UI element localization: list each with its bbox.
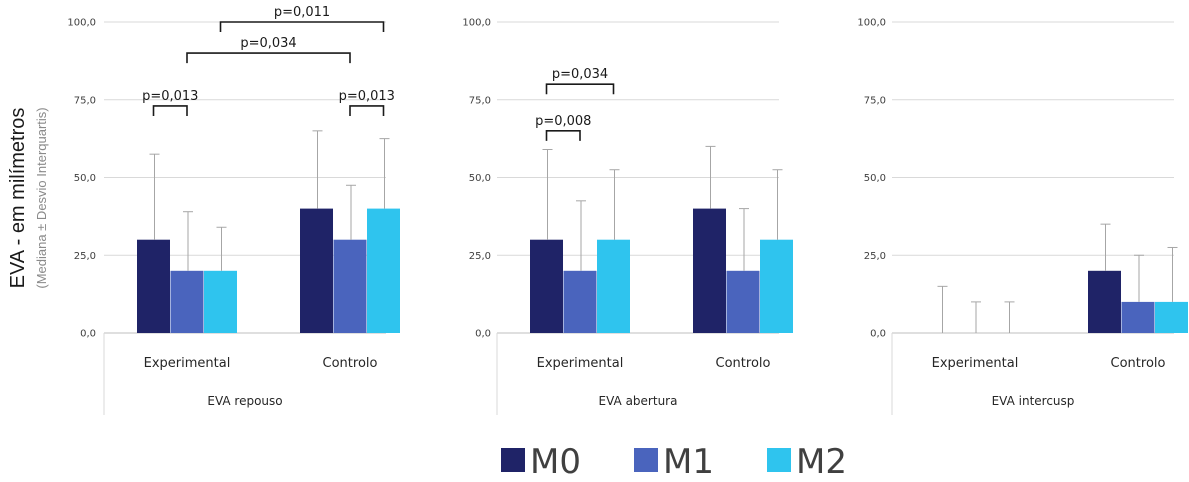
legend-item: M2 [767, 442, 847, 482]
bar [726, 270, 760, 333]
panel-title: EVA abertura [599, 394, 678, 408]
x-tick-label: Experimental [537, 356, 624, 371]
bar [170, 270, 204, 333]
significance-bracket [152, 105, 188, 116]
p-value-label: p=0,011 [274, 5, 330, 20]
bar [693, 208, 726, 333]
bar [597, 239, 630, 333]
chart-panel: 0,0 25,0 50,0 75,0 100,0 Experimental Controlo… [67, 5, 400, 415]
p-value-label: p=0,008 [535, 114, 591, 129]
y-tick-label: 50,0 [864, 173, 886, 184]
bar [333, 239, 367, 333]
legend-swatch [634, 448, 658, 472]
legend-item: M1 [634, 442, 714, 482]
y-tick-label: 25,0 [864, 251, 886, 262]
legend-swatch [767, 448, 791, 472]
y-tick-label: 75,0 [74, 95, 96, 106]
bar [1155, 301, 1188, 333]
y-tick-label: 50,0 [469, 173, 491, 184]
chart-panel: 0,0 25,0 50,0 75,0 100,0 Experimental Controlo… [462, 18, 793, 415]
legend-item: M0 [501, 442, 581, 482]
legend-label: M0 [530, 442, 581, 482]
y-tick-label: 100,0 [462, 18, 491, 29]
y-axis-sublabel: (Mediana ± Desvio Interquartis) [34, 107, 49, 288]
y-tick-label: 100,0 [857, 18, 886, 29]
y-tick-label: 100,0 [67, 18, 96, 29]
legend-label: M1 [663, 442, 714, 482]
y-tick-label: 75,0 [864, 95, 886, 106]
x-tick-label: Controlo [1111, 356, 1166, 371]
chart-panel: 0,0 25,0 50,0 75,0 100,0 Experimental Controlo… [857, 18, 1188, 415]
y-tick-label: 75,0 [469, 95, 491, 106]
x-tick-label: Controlo [323, 356, 378, 371]
bar [1088, 270, 1121, 333]
significance-bracket [545, 83, 615, 95]
bar [1121, 301, 1155, 333]
chart-panels: 0,0 25,0 50,0 75,0 100,0 Experimental Controlo… [67, 5, 1188, 415]
legend-label: M2 [796, 442, 847, 482]
p-value-label: p=0,034 [240, 36, 296, 51]
significance-bracket [219, 21, 385, 32]
y-tick-label: 0,0 [80, 329, 96, 340]
bar [137, 239, 170, 333]
bar [300, 208, 333, 333]
panel-title: EVA repouso [207, 394, 282, 408]
y-tick-label: 0,0 [475, 329, 491, 340]
bar [367, 208, 400, 333]
p-value-label: p=0,034 [552, 67, 608, 82]
x-tick-label: Controlo [716, 356, 771, 371]
p-value-label: p=0,013 [142, 89, 198, 104]
significance-bracket [349, 105, 385, 116]
y-axis-label: EVA - em milímetros [7, 108, 29, 289]
bar [563, 270, 597, 333]
y-axis-title: EVA - em milímetros (Mediana ± Desvio In… [7, 107, 49, 288]
x-tick-label: Experimental [144, 356, 231, 371]
legend-swatch [501, 448, 525, 472]
bar [760, 239, 793, 333]
significance-bracket [186, 52, 351, 64]
legend: M0 M1 M2 [501, 442, 847, 482]
panel-title: EVA intercusp [992, 394, 1075, 408]
significance-bracket [545, 130, 581, 141]
bar [530, 239, 563, 333]
x-tick-label: Experimental [932, 356, 1019, 371]
bar [204, 270, 237, 333]
y-tick-label: 25,0 [469, 251, 491, 262]
y-tick-label: 0,0 [870, 329, 886, 340]
y-tick-label: 50,0 [74, 173, 96, 184]
p-value-label: p=0,013 [339, 89, 395, 104]
y-tick-label: 25,0 [74, 251, 96, 262]
